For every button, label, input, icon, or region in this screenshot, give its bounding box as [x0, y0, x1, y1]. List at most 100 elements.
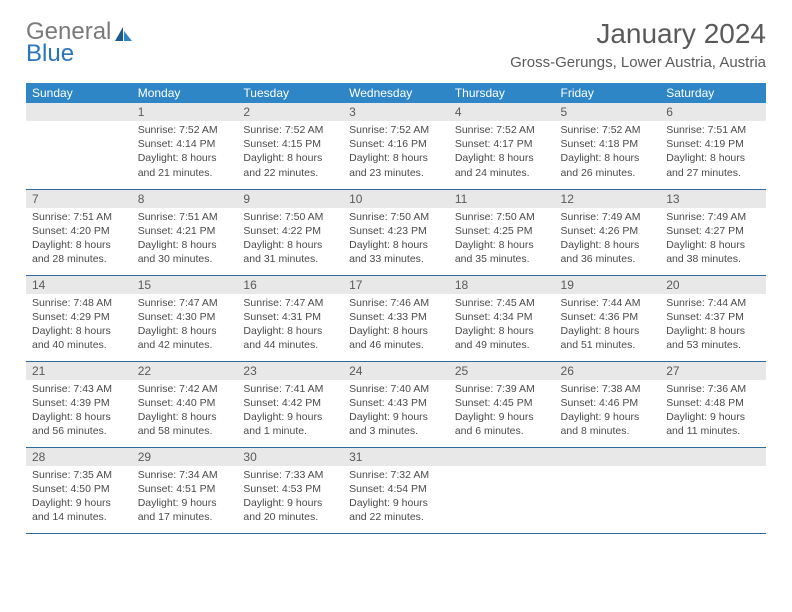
day-number: 17	[343, 276, 449, 294]
day-number: 12	[555, 190, 661, 208]
daylight-text: Daylight: 8 hours and 28 minutes.	[32, 238, 126, 266]
daylight-text: Daylight: 8 hours and 36 minutes.	[561, 238, 655, 266]
day-number: 20	[660, 276, 766, 294]
day-header: Sunday	[26, 83, 132, 103]
day-number: 31	[343, 448, 449, 466]
day-cell	[26, 103, 132, 189]
day-number: 19	[555, 276, 661, 294]
sunset-text: Sunset: 4:48 PM	[666, 396, 760, 410]
sunrise-text: Sunrise: 7:52 AM	[349, 123, 443, 137]
sunset-text: Sunset: 4:33 PM	[349, 310, 443, 324]
day-cell: 9Sunrise: 7:50 AMSunset: 4:22 PMDaylight…	[237, 189, 343, 275]
sunrise-text: Sunrise: 7:38 AM	[561, 382, 655, 396]
day-cell: 16Sunrise: 7:47 AMSunset: 4:31 PMDayligh…	[237, 275, 343, 361]
sunrise-text: Sunrise: 7:47 AM	[243, 296, 337, 310]
daylight-text: Daylight: 8 hours and 21 minutes.	[138, 151, 232, 179]
day-cell: 13Sunrise: 7:49 AMSunset: 4:27 PMDayligh…	[660, 189, 766, 275]
day-data: Sunrise: 7:46 AMSunset: 4:33 PMDaylight:…	[343, 294, 449, 357]
daylight-text: Daylight: 8 hours and 35 minutes.	[455, 238, 549, 266]
day-data: Sunrise: 7:52 AMSunset: 4:16 PMDaylight:…	[343, 121, 449, 184]
day-cell	[660, 447, 766, 533]
day-data: Sunrise: 7:50 AMSunset: 4:22 PMDaylight:…	[237, 208, 343, 271]
day-cell: 27Sunrise: 7:36 AMSunset: 4:48 PMDayligh…	[660, 361, 766, 447]
day-number: 8	[132, 190, 238, 208]
daylight-text: Daylight: 8 hours and 23 minutes.	[349, 151, 443, 179]
sunrise-text: Sunrise: 7:45 AM	[455, 296, 549, 310]
daylight-text: Daylight: 8 hours and 38 minutes.	[666, 238, 760, 266]
day-number: 22	[132, 362, 238, 380]
day-number: 9	[237, 190, 343, 208]
page-header: GeneralBlue January 2024 Gross-Gerungs, …	[26, 18, 766, 71]
day-cell: 21Sunrise: 7:43 AMSunset: 4:39 PMDayligh…	[26, 361, 132, 447]
daylight-text: Daylight: 8 hours and 30 minutes.	[138, 238, 232, 266]
sunset-text: Sunset: 4:34 PM	[455, 310, 549, 324]
sunrise-text: Sunrise: 7:34 AM	[138, 468, 232, 482]
daylight-text: Daylight: 8 hours and 33 minutes.	[349, 238, 443, 266]
week-row: 21Sunrise: 7:43 AMSunset: 4:39 PMDayligh…	[26, 361, 766, 447]
day-data: Sunrise: 7:32 AMSunset: 4:54 PMDaylight:…	[343, 466, 449, 529]
sunset-text: Sunset: 4:46 PM	[561, 396, 655, 410]
sunset-text: Sunset: 4:29 PM	[32, 310, 126, 324]
sunset-text: Sunset: 4:20 PM	[32, 224, 126, 238]
day-data: Sunrise: 7:38 AMSunset: 4:46 PMDaylight:…	[555, 380, 661, 443]
day-number	[660, 448, 766, 466]
week-row: 1Sunrise: 7:52 AMSunset: 4:14 PMDaylight…	[26, 103, 766, 189]
sunset-text: Sunset: 4:45 PM	[455, 396, 549, 410]
day-data: Sunrise: 7:47 AMSunset: 4:30 PMDaylight:…	[132, 294, 238, 357]
day-cell: 30Sunrise: 7:33 AMSunset: 4:53 PMDayligh…	[237, 447, 343, 533]
sunset-text: Sunset: 4:31 PM	[243, 310, 337, 324]
sunset-text: Sunset: 4:43 PM	[349, 396, 443, 410]
day-cell: 8Sunrise: 7:51 AMSunset: 4:21 PMDaylight…	[132, 189, 238, 275]
daylight-text: Daylight: 9 hours and 6 minutes.	[455, 410, 549, 438]
sunrise-text: Sunrise: 7:36 AM	[666, 382, 760, 396]
day-cell: 5Sunrise: 7:52 AMSunset: 4:18 PMDaylight…	[555, 103, 661, 189]
sunrise-text: Sunrise: 7:50 AM	[349, 210, 443, 224]
brand-blue: Blue	[26, 40, 74, 68]
sunset-text: Sunset: 4:36 PM	[561, 310, 655, 324]
day-number: 15	[132, 276, 238, 294]
day-data: Sunrise: 7:36 AMSunset: 4:48 PMDaylight:…	[660, 380, 766, 443]
sunset-text: Sunset: 4:25 PM	[455, 224, 549, 238]
day-data: Sunrise: 7:52 AMSunset: 4:17 PMDaylight:…	[449, 121, 555, 184]
daylight-text: Daylight: 9 hours and 8 minutes.	[561, 410, 655, 438]
day-data: Sunrise: 7:52 AMSunset: 4:18 PMDaylight:…	[555, 121, 661, 184]
day-number: 11	[449, 190, 555, 208]
daylight-text: Daylight: 9 hours and 20 minutes.	[243, 496, 337, 524]
sunrise-text: Sunrise: 7:48 AM	[32, 296, 126, 310]
day-cell: 7Sunrise: 7:51 AMSunset: 4:20 PMDaylight…	[26, 189, 132, 275]
day-number: 14	[26, 276, 132, 294]
title-block: January 2024 Gross-Gerungs, Lower Austri…	[510, 18, 766, 71]
sunset-text: Sunset: 4:37 PM	[666, 310, 760, 324]
daylight-text: Daylight: 8 hours and 24 minutes.	[455, 151, 549, 179]
day-data: Sunrise: 7:49 AMSunset: 4:26 PMDaylight:…	[555, 208, 661, 271]
day-number: 26	[555, 362, 661, 380]
location-subtitle: Gross-Gerungs, Lower Austria, Austria	[510, 54, 766, 71]
day-data: Sunrise: 7:41 AMSunset: 4:42 PMDaylight:…	[237, 380, 343, 443]
daylight-text: Daylight: 8 hours and 58 minutes.	[138, 410, 232, 438]
day-cell: 25Sunrise: 7:39 AMSunset: 4:45 PMDayligh…	[449, 361, 555, 447]
day-number: 4	[449, 103, 555, 121]
calendar-body: 1Sunrise: 7:52 AMSunset: 4:14 PMDaylight…	[26, 103, 766, 533]
day-number	[26, 103, 132, 121]
day-cell	[555, 447, 661, 533]
brand-logo: GeneralBlue	[26, 18, 135, 68]
day-cell: 23Sunrise: 7:41 AMSunset: 4:42 PMDayligh…	[237, 361, 343, 447]
day-number: 27	[660, 362, 766, 380]
day-number	[555, 448, 661, 466]
day-data: Sunrise: 7:33 AMSunset: 4:53 PMDaylight:…	[237, 466, 343, 529]
day-number: 24	[343, 362, 449, 380]
daylight-text: Daylight: 8 hours and 51 minutes.	[561, 324, 655, 352]
day-data: Sunrise: 7:45 AMSunset: 4:34 PMDaylight:…	[449, 294, 555, 357]
day-number: 18	[449, 276, 555, 294]
day-cell: 31Sunrise: 7:32 AMSunset: 4:54 PMDayligh…	[343, 447, 449, 533]
sunrise-text: Sunrise: 7:44 AM	[561, 296, 655, 310]
sunrise-text: Sunrise: 7:32 AM	[349, 468, 443, 482]
sunset-text: Sunset: 4:16 PM	[349, 137, 443, 151]
day-number: 29	[132, 448, 238, 466]
sunrise-text: Sunrise: 7:33 AM	[243, 468, 337, 482]
day-data: Sunrise: 7:51 AMSunset: 4:20 PMDaylight:…	[26, 208, 132, 271]
day-data: Sunrise: 7:47 AMSunset: 4:31 PMDaylight:…	[237, 294, 343, 357]
sunrise-text: Sunrise: 7:41 AM	[243, 382, 337, 396]
sunrise-text: Sunrise: 7:52 AM	[455, 123, 549, 137]
day-data: Sunrise: 7:44 AMSunset: 4:36 PMDaylight:…	[555, 294, 661, 357]
